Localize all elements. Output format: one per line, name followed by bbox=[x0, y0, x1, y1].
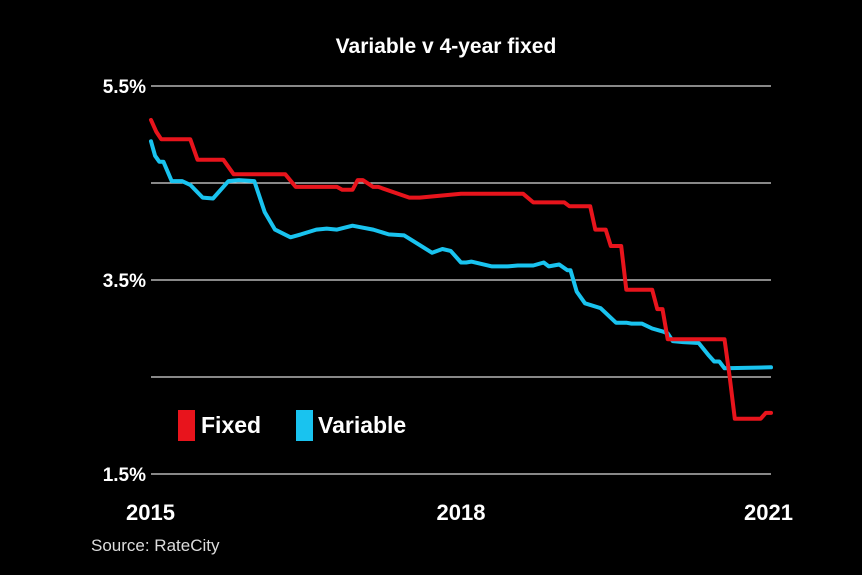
y-tick-label: 1.5% bbox=[103, 465, 146, 486]
x-tick-label: 2018 bbox=[437, 500, 486, 525]
series-line-fixed bbox=[149, 117, 773, 421]
legend-swatch-fixed bbox=[178, 410, 195, 441]
x-tick-label: 2015 bbox=[126, 500, 175, 525]
x-axis-ticks: 2015 2018 2021 bbox=[126, 500, 793, 525]
series-layer bbox=[149, 117, 773, 421]
y-tick-label: 5.5% bbox=[103, 77, 146, 98]
y-axis-ticks: 5.5% 3.5% 1.5% bbox=[103, 77, 146, 486]
source-note: Source: RateCity bbox=[91, 536, 220, 555]
x-tick-label: 2021 bbox=[744, 500, 793, 525]
legend-label-fixed: Fixed bbox=[201, 412, 261, 438]
y-tick-label: 3.5% bbox=[103, 271, 146, 292]
legend-swatch-variable bbox=[296, 410, 313, 441]
legend: Fixed Variable bbox=[178, 410, 406, 441]
chart-title: Variable v 4-year fixed bbox=[336, 35, 557, 58]
series-line-variable bbox=[149, 139, 773, 371]
legend-label-variable: Variable bbox=[318, 412, 406, 438]
